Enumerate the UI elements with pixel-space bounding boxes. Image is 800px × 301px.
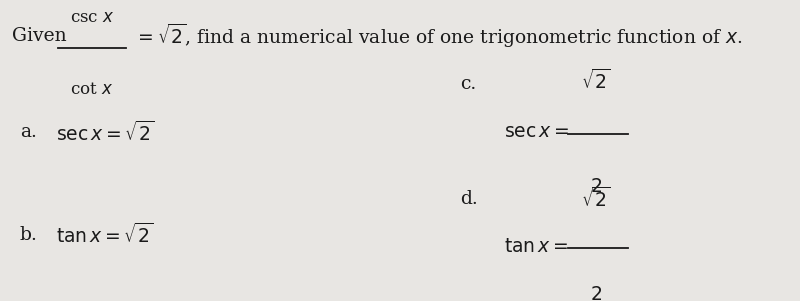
Text: a.: a. bbox=[20, 123, 37, 141]
Text: $\sqrt{2}$: $\sqrt{2}$ bbox=[582, 187, 610, 211]
Text: $2$: $2$ bbox=[590, 178, 602, 196]
Text: $= \sqrt{2}$, find a numerical value of one trigonometric function of $x$.: $= \sqrt{2}$, find a numerical value of … bbox=[134, 22, 743, 50]
Text: $\mathregular{cot}\ x$: $\mathregular{cot}\ x$ bbox=[70, 81, 114, 98]
Text: $\sqrt{2}$: $\sqrt{2}$ bbox=[582, 69, 610, 93]
Text: b.: b. bbox=[20, 226, 38, 244]
Text: $\tan x = \sqrt{2}$: $\tan x = \sqrt{2}$ bbox=[56, 223, 154, 247]
Text: Given: Given bbox=[12, 27, 66, 45]
Text: $\sec x = \sqrt{2}$: $\sec x = \sqrt{2}$ bbox=[56, 120, 154, 144]
Text: c.: c. bbox=[460, 75, 476, 93]
Text: d.: d. bbox=[460, 190, 478, 208]
Text: $2$: $2$ bbox=[590, 286, 602, 301]
Text: $\mathregular{csc}\ x$: $\mathregular{csc}\ x$ bbox=[70, 9, 114, 26]
Text: $\tan x =$: $\tan x =$ bbox=[504, 238, 568, 256]
Text: $\sec x =$: $\sec x =$ bbox=[504, 123, 569, 141]
